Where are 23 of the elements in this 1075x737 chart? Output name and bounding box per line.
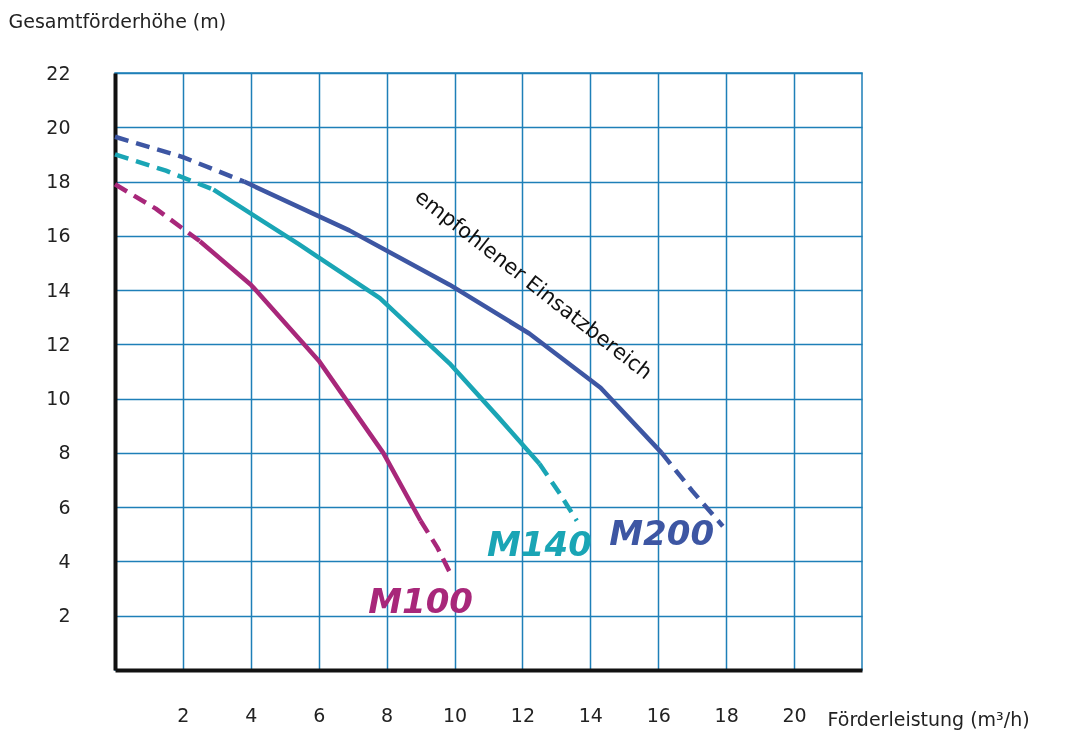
y-axis-title: Gesamtförderhöhe (m) bbox=[8, 9, 227, 32]
y-tick-label: 20 bbox=[46, 115, 71, 138]
x-tick-label: 16 bbox=[646, 703, 671, 726]
x-tick-label: 20 bbox=[782, 703, 807, 726]
y-tick-label: 6 bbox=[58, 495, 71, 518]
x-axis-title: Förderleistung (m³/h) bbox=[827, 707, 1030, 730]
x-tick-label: 14 bbox=[578, 703, 603, 726]
y-tick-label: 4 bbox=[58, 549, 71, 572]
y-tick-label: 2 bbox=[58, 604, 71, 627]
x-tick-label: 18 bbox=[714, 703, 739, 726]
x-tick-label: 6 bbox=[313, 703, 326, 726]
y-tick-label: 8 bbox=[58, 441, 71, 464]
y-tick-label: 14 bbox=[46, 278, 71, 301]
x-tick-label: 4 bbox=[245, 703, 258, 726]
x-tick-label: 8 bbox=[381, 703, 394, 726]
y-tick-label: 22 bbox=[46, 61, 71, 84]
y-tick-label: 18 bbox=[46, 170, 71, 193]
y-tick-label: 16 bbox=[46, 224, 71, 247]
y-tick-label: 12 bbox=[46, 332, 71, 355]
y-tick-label: 10 bbox=[46, 387, 71, 410]
x-tick-label: 12 bbox=[510, 703, 536, 726]
x-tick-label: 2 bbox=[177, 703, 190, 726]
x-tick-label: 10 bbox=[442, 703, 468, 726]
